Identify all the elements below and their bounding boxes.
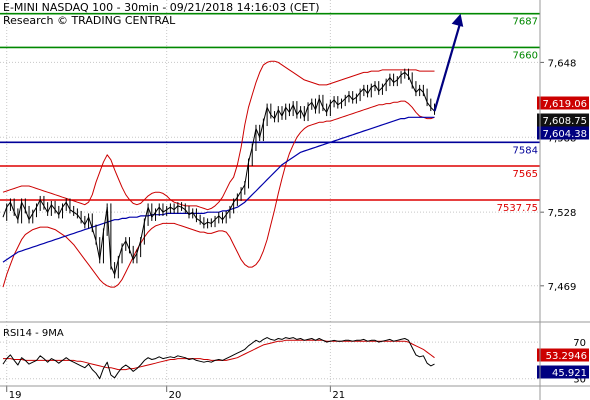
level-label-7660: 7660	[513, 50, 538, 61]
price-tag-2: 7,604.38	[542, 129, 587, 140]
rsi-tag-1: 45.921	[552, 368, 587, 379]
time-axis-label-20: 20	[169, 390, 182, 400]
rsi-tag-0-box	[537, 348, 589, 362]
level-label-7687: 7687	[513, 17, 538, 28]
value-axis-label-7469: 7,469	[548, 282, 577, 293]
rsi-axis-label-70: 70	[573, 338, 586, 349]
price-series	[2, 60, 436, 288]
price-tag-0-box	[537, 96, 589, 110]
price-tag-0: 7,619.06	[542, 99, 587, 110]
level-label-7537.75: 7537.75	[497, 203, 538, 214]
rsi-axis-label-30: 30	[573, 375, 586, 386]
level-label-7584: 7584	[513, 145, 538, 156]
forecast-arrow-shaft	[433, 21, 462, 112]
chart-title: E-MINI NASDAQ 100 - 30min - 09/21/2018 1…	[3, 1, 320, 14]
rsi-moving-average-line	[3, 339, 435, 371]
forecast-arrow-head	[451, 13, 464, 27]
price-tags: 7,619.06 7,608.75 7,604.38 53.2946 45.921	[537, 96, 589, 379]
horizontal-levels: 7687 7660 7584 7565 7537.75	[0, 12, 540, 214]
time-axis-label-21: 21	[332, 390, 345, 400]
level-label-7565: 7565	[513, 169, 538, 180]
rsi-panel-title: RSI14 - 9MA	[3, 328, 64, 339]
price-panel-grid	[0, 0, 540, 322]
value-axis-label-7528: 7,528	[548, 208, 577, 219]
forecast-arrow	[433, 13, 464, 112]
chart-source: Research © TRADING CENTRAL	[3, 14, 176, 27]
price-line	[2, 71, 435, 276]
rsi-line	[2, 337, 435, 380]
rsi-tag-1-box	[537, 365, 589, 379]
rsi-panel-grid	[0, 325, 540, 386]
rsi-tag-0: 53.2946	[546, 351, 587, 362]
value-axis-label-7648: 7,648	[548, 58, 577, 69]
price-tag-1: 7,608.75	[542, 116, 587, 127]
rsi-series	[2, 337, 435, 380]
price-tag-1-box	[537, 113, 589, 127]
time-axis-label-19: 19	[9, 390, 22, 400]
lower-bollinger-band	[2, 100, 435, 288]
upper-bollinger-band	[2, 60, 435, 211]
price-tag-2-box	[537, 126, 589, 140]
